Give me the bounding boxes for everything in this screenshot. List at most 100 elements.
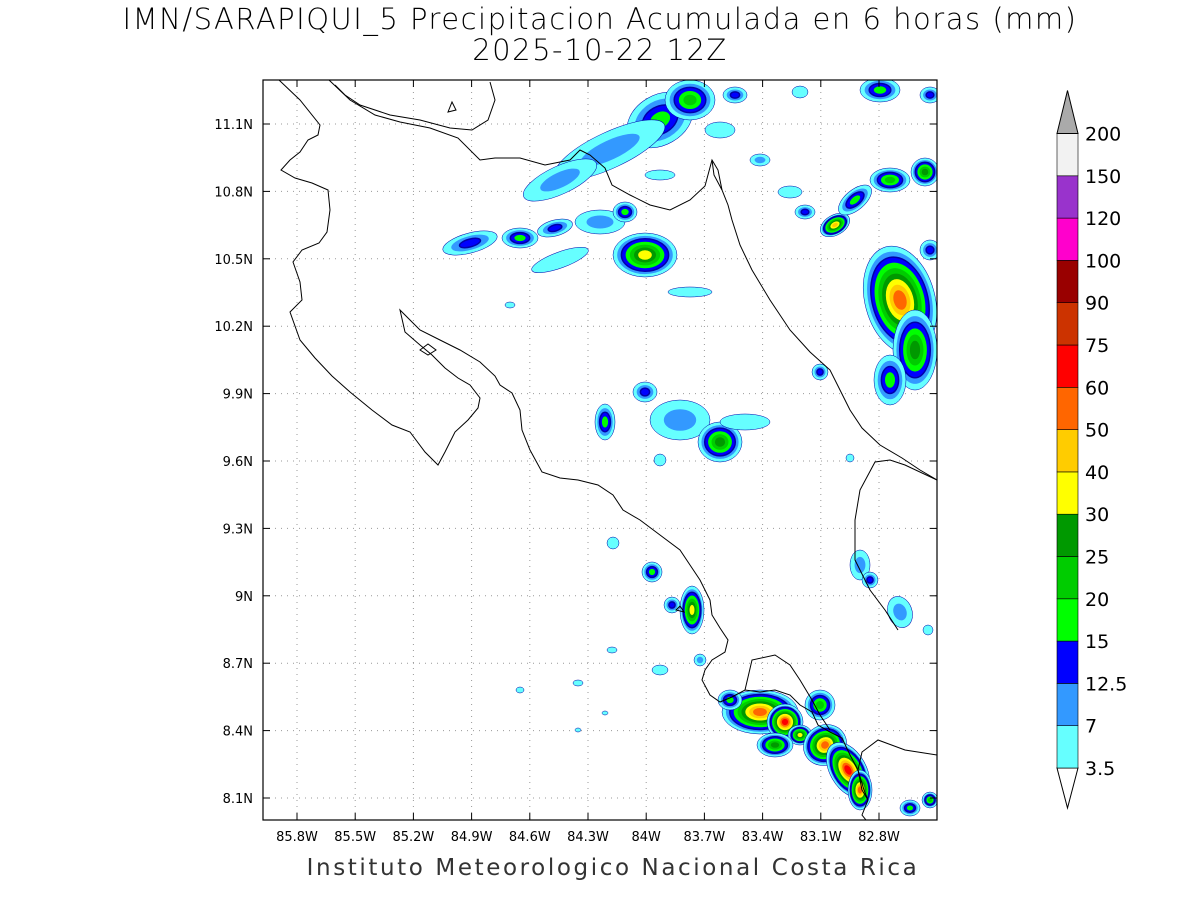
colorbar-label: 7 <box>1085 716 1097 738</box>
precip-contour-level-20 <box>884 176 896 184</box>
panama-border-north <box>854 459 937 631</box>
lon-tick-label: 84.3W <box>567 830 609 845</box>
colorbar-swatch-50 <box>1056 386 1079 430</box>
colorbar-swatch-7 <box>1056 683 1079 727</box>
lat-tick-label: 10.8N <box>214 185 253 200</box>
lake-nicaragua-shore <box>334 81 496 131</box>
precip-contour-level-3.5 <box>719 413 771 431</box>
precip-contour-level-3.5 <box>845 453 855 463</box>
colorbar-swatch-40 <box>1056 429 1079 473</box>
precip-contour-level-15 <box>849 195 861 205</box>
precip-contour-level-3.5 <box>606 646 618 654</box>
lon-tick-label: 83.4W <box>742 830 784 845</box>
lon-tick-label: 85.5W <box>334 830 376 845</box>
precip-contour-level-3.5 <box>777 185 803 199</box>
panama-border <box>857 739 937 801</box>
precip-contour-level-3.5 <box>574 727 582 733</box>
lat-tick-label: 8.7N <box>223 657 253 672</box>
colorbar: 3.5 7 12.5 15 20 25 30 40 50 60 75 90 100 120 150 200 <box>1056 90 1127 810</box>
precip-contour-level-15 <box>906 805 914 811</box>
precip-contour-level-50 <box>753 708 767 716</box>
colorbar-swatch-30 <box>1056 471 1079 515</box>
colorbar-label: 40 <box>1085 462 1109 484</box>
grid-lines <box>263 80 937 820</box>
colorbar-swatch-100 <box>1056 217 1079 261</box>
precip-contour-level-15 <box>514 234 526 242</box>
precip-contour-level-12.5 <box>729 91 741 99</box>
colorbar-label: 12.5 <box>1085 673 1127 695</box>
precipitation-field <box>442 80 937 817</box>
colorbar-label: 200 <box>1085 124 1121 146</box>
precip-contour-level-15 <box>648 568 656 576</box>
lon-tick-label: 82.8W <box>858 830 900 845</box>
precip-contour-level-50 <box>857 786 863 794</box>
lon-tick-label: 83.7W <box>683 830 725 845</box>
colorbar-label: 60 <box>1085 377 1109 399</box>
colorbar-label: 120 <box>1085 208 1121 230</box>
lon-tick-label: 85.2W <box>392 830 434 845</box>
precip-contour-level-20 <box>927 797 933 803</box>
colorbar-label: 90 <box>1085 293 1109 315</box>
longitude-labels: 85.8W 85.5W 85.2W 84.9W 84.6W 84.3W 84W 83.7W 83… <box>276 830 900 845</box>
precip-contour-level-7 <box>696 656 704 664</box>
precip-contour-level-25 <box>909 340 921 360</box>
island-cano <box>675 605 686 613</box>
precip-contour-level-7 <box>663 409 697 431</box>
lat-tick-label: 10.5N <box>214 253 253 268</box>
map-title: IMN/SARAPIQUI_5 Precipitacion Acumulada … <box>122 2 1078 36</box>
colorbar-label: 150 <box>1085 166 1121 188</box>
precip-contour-level-7 <box>586 215 614 229</box>
lon-tick-label: 84.9W <box>451 830 493 845</box>
map-subtitle-date: 2025-10-22 12Z <box>472 33 728 67</box>
colorbar-swatch-120 <box>1056 175 1079 219</box>
colorbar-over-arrow <box>1056 90 1079 134</box>
precip-contour-level-60 <box>844 765 852 775</box>
lon-tick-label: 84W <box>631 830 661 845</box>
caribbean-coastline <box>711 159 937 481</box>
precip-contour-level-7 <box>540 168 580 192</box>
lat-tick-label: 9.9N <box>223 388 253 403</box>
colorbar-swatch-20 <box>1056 556 1079 600</box>
precip-contour-level-20 <box>816 701 824 709</box>
colorbar-swatch-3.5 <box>1056 725 1079 769</box>
precip-contour-level-3.5 <box>515 686 525 694</box>
coastlines-borders <box>278 80 937 820</box>
lat-tick-label: 10.2N <box>214 320 253 335</box>
precip-contour-level-15 <box>873 86 887 94</box>
precip-contour-level-3.5 <box>601 710 609 716</box>
lon-tick-label: 84.6W <box>509 830 551 845</box>
precip-contour-level-3.5 <box>644 169 676 181</box>
island-bolanos <box>447 100 457 113</box>
precip-contour-level-50 <box>821 741 829 749</box>
colorbar-label: 50 <box>1085 420 1109 442</box>
axis-ticks <box>263 80 937 820</box>
lon-tick-label: 83.1W <box>800 830 842 845</box>
precip-contour-level-15 <box>621 208 629 216</box>
lat-tick-label: 9.3N <box>223 522 253 537</box>
colorbar-label: 30 <box>1085 504 1109 526</box>
precip-contour-level-12.5 <box>800 208 810 216</box>
lat-tick-label: 8.1N <box>223 792 253 807</box>
colorbar-swatch-60 <box>1056 344 1079 388</box>
precip-contour-level-3.5 <box>704 121 736 139</box>
colorbar-label: 100 <box>1085 250 1121 272</box>
colorbar-swatch-25 <box>1056 513 1079 557</box>
precip-contour-level-12.5 <box>866 576 874 584</box>
precip-contour-level-12.5 <box>547 223 563 233</box>
colorbar-label: 25 <box>1085 547 1109 569</box>
lat-tick-label: 9N <box>235 590 253 605</box>
precip-contour-level-30 <box>797 732 803 738</box>
colorbar-label: 15 <box>1085 631 1109 653</box>
precip-contour-level-15 <box>885 372 895 388</box>
precip-contour-level-12.5 <box>925 245 935 255</box>
colorbar-swatch-75 <box>1056 302 1079 346</box>
colorbar-swatch-12.5 <box>1056 640 1079 684</box>
precip-contour-level-3.5 <box>606 536 620 550</box>
colorbar-under-arrow <box>1056 767 1079 810</box>
burica-peninsula <box>744 654 831 731</box>
precip-contour-level-25 <box>714 437 726 447</box>
precip-contour-level-40 <box>832 222 838 228</box>
colorbar-swatch-15 <box>1056 598 1079 642</box>
lon-tick-label: 85.8W <box>276 830 318 845</box>
